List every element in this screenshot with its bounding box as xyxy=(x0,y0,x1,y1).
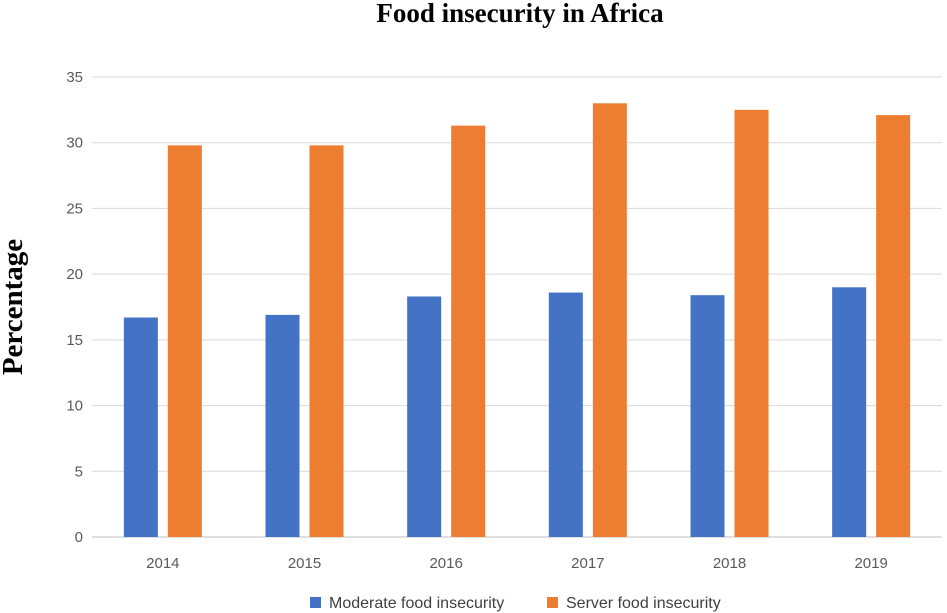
bar-moderate-2018 xyxy=(690,295,725,537)
legend-label-moderate: Moderate food insecurity xyxy=(329,595,504,612)
legend: Moderate food insecurity Server food inse… xyxy=(310,595,721,612)
y-tick-label: 35 xyxy=(66,69,83,86)
bar-severe-2015 xyxy=(309,145,344,538)
y-tick-label: 30 xyxy=(66,135,83,152)
legend-swatch-severe xyxy=(547,597,558,608)
x-tick-label: 2017 xyxy=(571,555,604,572)
y-tick-label: 0 xyxy=(75,529,83,546)
bar-moderate-2019 xyxy=(832,287,867,537)
y-tick-label: 5 xyxy=(75,463,83,480)
bar-moderate-2016 xyxy=(407,296,442,537)
bar-moderate-2015 xyxy=(265,314,300,537)
chart-title: Food insecurity in Africa xyxy=(376,0,664,28)
y-tick-label: 15 xyxy=(66,332,83,349)
gridlines xyxy=(92,76,942,538)
bars xyxy=(123,103,911,538)
bar-severe-2018 xyxy=(734,109,769,537)
y-axis-label: Percentage xyxy=(0,239,29,375)
bar-severe-2014 xyxy=(167,145,202,538)
y-tick-label: 25 xyxy=(66,200,83,217)
bar-moderate-2017 xyxy=(548,292,583,537)
bar-severe-2019 xyxy=(876,115,911,537)
y-tick-label: 10 xyxy=(66,398,83,415)
x-axis-ticks: 2014 2015 2016 2017 2018 2019 xyxy=(146,555,888,572)
x-tick-label: 2016 xyxy=(429,555,462,572)
legend-swatch-moderate xyxy=(310,597,321,608)
x-tick-label: 2019 xyxy=(854,555,887,572)
legend-label-severe: Server food insecurity xyxy=(566,595,721,612)
x-tick-label: 2014 xyxy=(146,555,179,572)
y-tick-label: 20 xyxy=(66,266,83,283)
y-axis-ticks: 0 5 10 15 20 25 30 35 xyxy=(66,69,83,546)
x-tick-label: 2015 xyxy=(288,555,321,572)
x-tick-label: 2018 xyxy=(713,555,746,572)
bar-severe-2017 xyxy=(592,103,627,538)
bar-severe-2016 xyxy=(451,125,486,537)
bar-moderate-2014 xyxy=(123,317,158,537)
